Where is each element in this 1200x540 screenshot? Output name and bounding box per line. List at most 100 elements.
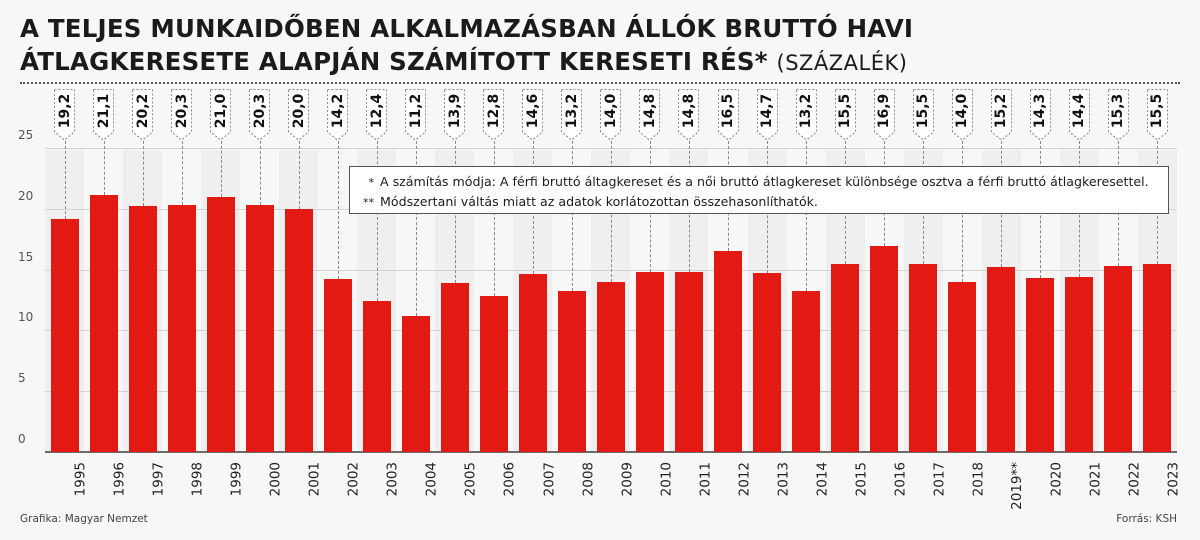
value-label: 20,3: [251, 93, 268, 129]
value-label-tag: 14,4: [1068, 89, 1090, 141]
leader-line: [338, 141, 339, 280]
value-label: 13,9: [446, 93, 463, 129]
value-label: 13,2: [563, 93, 580, 129]
value-label-tag: 14,7: [756, 89, 778, 141]
leader-line: [182, 141, 183, 206]
value-label: 14,8: [641, 93, 658, 129]
footnote-1-marker: *: [368, 176, 375, 189]
year-label: 1997: [150, 462, 167, 497]
chart-title-line-1: A TELJES MUNKAIDŐBEN ALKALMAZÁSBAN ÁLLÓK…: [20, 14, 914, 43]
year-label: 2006: [501, 462, 518, 497]
footnote-box: * A számítás módja: A férfi bruttó áltagk…: [349, 166, 1169, 214]
value-label-tag: 20,3: [171, 89, 193, 141]
value-label-tag: 14,3: [1029, 89, 1051, 141]
year-label: 1998: [189, 462, 206, 497]
x-axis-label: 2008: [562, 462, 596, 522]
leader-line: [572, 141, 573, 292]
x-axis-line: [45, 451, 1177, 453]
x-axis-label: 2006: [484, 462, 518, 522]
year-label: 2004: [423, 462, 440, 497]
value-label-tag: 19,2: [54, 89, 75, 141]
bar: [284, 208, 313, 452]
year-label: 2002: [345, 462, 362, 497]
value-label-tag: 15,5: [1146, 89, 1168, 141]
value-label: 16,9: [876, 93, 893, 129]
bar: [948, 281, 977, 452]
value-label: 20,2: [134, 93, 151, 129]
bar: [245, 205, 274, 452]
year-label: 2000: [267, 462, 284, 497]
x-axis-label: 2021: [1069, 462, 1103, 522]
value-label: 14,2: [329, 93, 346, 129]
value-label: 15,5: [1149, 93, 1166, 129]
year-label: 2022: [1126, 462, 1143, 497]
value-label-tag: 15,5: [912, 89, 934, 141]
leader-line: [806, 141, 807, 292]
value-label: 15,5: [915, 93, 932, 129]
x-axis-label: 2011: [679, 462, 713, 522]
year-label: 1999: [228, 462, 245, 497]
year-label: 2014: [814, 462, 831, 497]
value-label-tag: 14,8: [678, 89, 700, 141]
y-axis-label: 20: [18, 189, 34, 203]
value-label: 14,8: [680, 93, 697, 129]
leader-line: [377, 141, 378, 302]
x-axis-label: 1999: [211, 462, 245, 522]
bar: [167, 205, 196, 452]
value-label-tag: 13,2: [795, 89, 817, 141]
x-axis-label: 2009: [601, 462, 635, 522]
footnote-1: * A számítás módja: A férfi bruttó áltagk…: [360, 172, 1168, 192]
bar: [596, 281, 625, 452]
x-axis-label: 1998: [172, 462, 206, 522]
footnote-2-marker: **: [363, 196, 374, 209]
value-label: 16,5: [720, 93, 737, 129]
value-label: 14,0: [602, 93, 619, 129]
bar: [401, 315, 430, 452]
bar: [635, 272, 664, 452]
bar: [479, 296, 508, 452]
bar: [753, 273, 782, 452]
year-label: 2018: [970, 462, 987, 497]
value-label: 11,2: [407, 93, 424, 129]
value-label-tag: 11,2: [405, 89, 427, 141]
bar: [1065, 276, 1094, 452]
leader-line: [221, 141, 222, 197]
chart-unit: (SZÁZALÉK): [776, 51, 908, 75]
value-label: 14,0: [954, 93, 971, 129]
year-label: 2005: [462, 462, 479, 497]
x-axis-label: 2010: [640, 462, 674, 522]
year-label: 2007: [540, 462, 557, 497]
value-label-tag: 16,9: [873, 89, 895, 141]
x-axis-label: 2007: [523, 462, 557, 522]
bar: [89, 195, 118, 452]
footnote-1-text: A számítás módja: A férfi bruttó áltagke…: [380, 174, 1149, 189]
title-divider: [20, 82, 1180, 84]
leader-line: [494, 141, 495, 297]
value-label: 15,2: [993, 93, 1010, 129]
bar: [206, 196, 235, 452]
value-label-tag: 12,4: [366, 89, 388, 141]
year-label: 2003: [384, 462, 401, 497]
chart-title-line-2-text: ÁTLAGKERESETE ALAPJÁN SZÁMÍTOTT KERESETI…: [20, 47, 768, 76]
value-label: 12,4: [368, 93, 385, 129]
x-axis-label: 2020: [1030, 462, 1064, 522]
bar: [792, 291, 821, 452]
value-label-tag: 14,6: [522, 89, 544, 141]
value-label: 15,5: [837, 93, 854, 129]
x-axis-label: 2019**: [991, 462, 1025, 522]
x-axis-label: 2003: [367, 462, 401, 522]
value-label-tag: 16,5: [717, 89, 739, 141]
year-label: 2020: [1048, 462, 1065, 497]
bar: [1026, 278, 1055, 452]
bar: [128, 206, 157, 452]
x-axis-label: 2000: [250, 462, 284, 522]
value-label-tag: 20,0: [288, 89, 310, 141]
x-axis-label: 2016: [874, 462, 908, 522]
bar: [987, 267, 1016, 452]
value-label: 14,4: [1071, 93, 1088, 129]
value-label-tag: 21,1: [93, 89, 115, 141]
bar: [714, 251, 743, 452]
value-label-tag: 14,0: [951, 89, 973, 141]
x-axis-label: 2014: [796, 462, 830, 522]
